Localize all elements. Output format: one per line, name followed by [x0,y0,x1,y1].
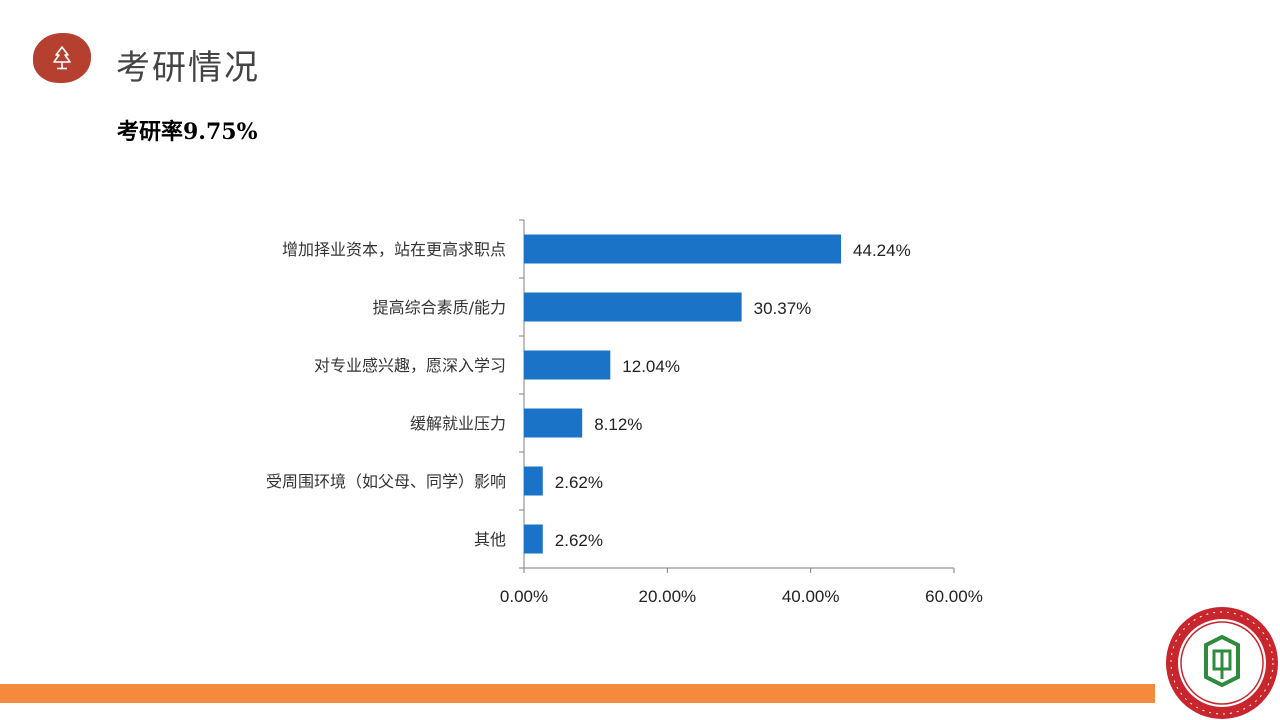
category-label: 受周围环境（如父母、同学）影响 [266,472,506,491]
category-label: 增加择业资本，站在更高求职点 [282,240,506,259]
data-label: 44.24% [853,241,911,260]
category-label: 其他 [474,530,506,549]
bar [524,350,611,380]
bar [524,292,742,322]
bar [524,408,583,438]
category-label: 对专业感兴趣，愿深入学习 [314,356,506,375]
category-label: 缓解就业压力 [410,414,506,433]
data-label: 2.62% [555,473,603,492]
x-tick-label: 20.00% [638,587,696,606]
bar-chart: 0.00% 20.00% 40.00% 60.00% 增加择业资本，站在更高求职点 44.… [266,219,983,606]
x-tick-label: 40.00% [782,587,840,606]
data-label: 8.12% [594,415,642,434]
page-subtitle: 考研率9.75% [117,119,258,145]
category-label: 提高综合素质/能力 [373,298,506,317]
title-badge [33,33,91,83]
tree-icon [53,46,71,70]
footer-bar [0,684,1155,703]
bar [524,234,842,264]
data-label: 2.62% [555,531,603,550]
page-title: 考研情况 [116,48,260,88]
data-label: 12.04% [622,357,680,376]
x-tick-label: 0.00% [500,587,548,606]
bar [524,466,543,496]
data-label: 30.37% [754,299,812,318]
bar [524,524,543,554]
university-logo [1166,607,1278,719]
x-tick-label: 60.00% [925,587,983,606]
